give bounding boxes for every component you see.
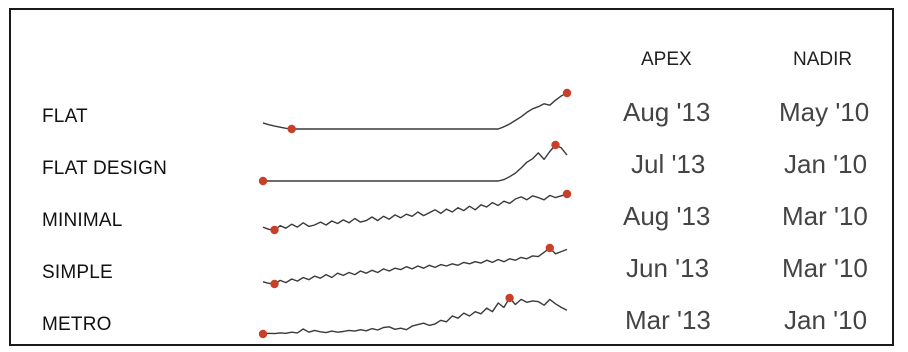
sparklines-plot	[258, 88, 572, 339]
term-label-minimal: MINIMAL	[42, 210, 123, 231]
nadir-value-metro: Jan '10	[784, 305, 868, 335]
sparkline-minimal	[262, 193, 568, 231]
apex-value-flat: Aug '13	[623, 97, 711, 127]
sparkline-flat-design	[263, 144, 568, 182]
sparkline-flat	[262, 92, 568, 130]
nadir-marker-simple	[270, 279, 279, 289]
nadir-marker-minimal	[270, 225, 279, 235]
nadir-value-minimal: Mar '10	[782, 201, 868, 231]
term-label-flat-design: FLAT DESIGN	[42, 158, 168, 179]
nadir-value-flat-design: Jan '10	[784, 149, 868, 179]
chart-frame	[9, 8, 894, 346]
apex-value-simple: Jun '13	[626, 253, 710, 283]
nadir-value-simple: Mar '10	[782, 253, 868, 283]
term-label-flat: FLAT	[42, 106, 88, 127]
term-label-simple: SIMPLE	[42, 262, 113, 283]
sparkline-simple	[262, 247, 568, 285]
apex-value-minimal: Aug '13	[623, 201, 711, 231]
nadir-marker-flat	[287, 124, 296, 134]
term-label-metro: METRO	[42, 314, 112, 335]
nadir-marker-metro	[258, 329, 268, 339]
apex-value-metro: Mar '13	[625, 305, 711, 335]
column-header-nadir: NADIR	[793, 49, 853, 70]
apex-marker-metro	[505, 293, 514, 303]
nadir-marker-flat-design	[258, 176, 268, 186]
nadir-value-flat: May '10	[779, 97, 870, 127]
apex-value-flat-design: Jul '13	[631, 149, 706, 179]
apex-marker-minimal	[562, 189, 572, 199]
apex-marker-simple	[545, 243, 554, 253]
apex-marker-flat-design	[551, 140, 560, 150]
apex-marker-flat	[562, 88, 572, 98]
column-header-apex: APEX	[641, 49, 692, 70]
sparkline-metro	[262, 297, 568, 335]
